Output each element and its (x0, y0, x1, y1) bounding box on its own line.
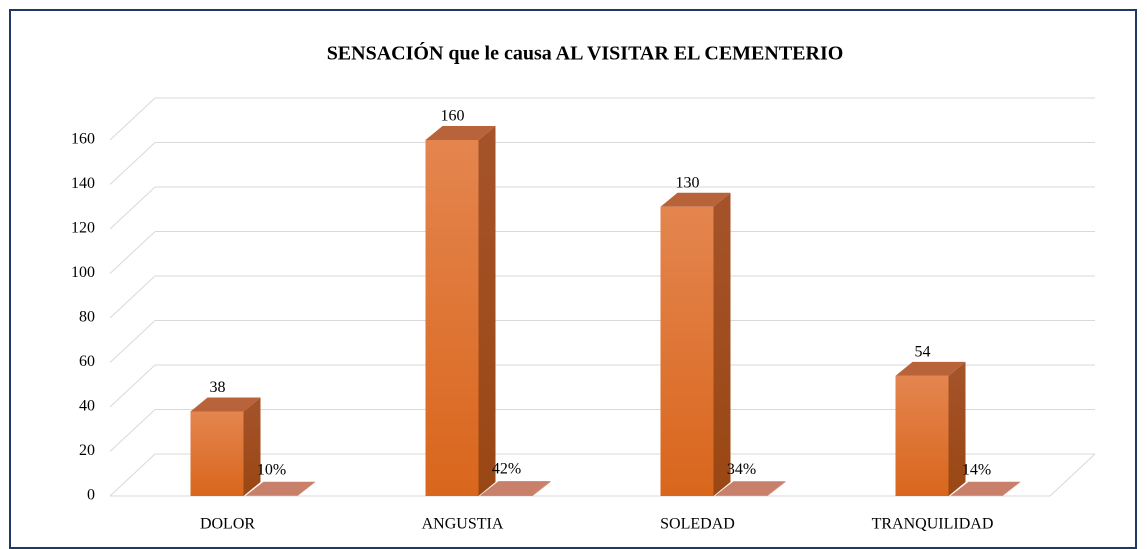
value-label: 34% (727, 461, 756, 478)
bar (480, 495, 533, 496)
value-label: 14% (962, 461, 991, 478)
bar-top (425, 126, 496, 140)
value-label: 38 (210, 379, 226, 396)
grid-line-side (109, 320, 156, 363)
bar-top (715, 481, 786, 496)
bar-top (245, 481, 316, 496)
bar-top (660, 192, 731, 207)
grid-line-side (109, 453, 156, 497)
bar-side (478, 126, 496, 496)
value-label: 160 (441, 108, 465, 125)
y-tick-label: 160 (71, 131, 95, 148)
grid-line-side (109, 275, 156, 319)
x-tick-label: TRANQUILIDAD (872, 516, 994, 533)
x-tick-label: DOLOR (200, 516, 255, 533)
bar (190, 411, 244, 496)
y-tick-label: 100 (71, 264, 95, 281)
y-tick-label: 60 (79, 353, 95, 370)
grid-line-side (109, 364, 156, 408)
grid-line-side (109, 142, 156, 185)
grid-line-side (109, 231, 156, 274)
bar-side (767, 481, 786, 496)
x-tick-label: SOLEDAD (660, 516, 735, 533)
bar-side (948, 361, 966, 496)
bar (660, 206, 714, 496)
x-tick-label: ANGUSTIA (422, 516, 504, 533)
bar-side (713, 192, 731, 496)
grid-line-side (109, 409, 156, 452)
value-label: 130 (676, 174, 700, 191)
chart-title: SENSACIÓN que le causa AL VISITAR EL CEM… (327, 41, 844, 65)
bar-side (1002, 481, 1021, 496)
bar-side (532, 481, 551, 496)
bar-side (243, 397, 261, 496)
value-label: 42% (492, 461, 521, 478)
bar-top (895, 361, 966, 376)
bar (425, 140, 479, 496)
bar (895, 375, 949, 496)
floor-edge-right (1049, 453, 1096, 497)
value-label: 54 (915, 344, 931, 361)
grid-line-side (109, 97, 156, 141)
y-tick-label: 20 (79, 442, 95, 459)
y-tick-label: 40 (79, 398, 95, 415)
y-tick-label: 80 (79, 309, 95, 326)
y-tick-label: 140 (71, 175, 95, 192)
y-tick-label: 120 (71, 220, 95, 237)
bar-top (190, 397, 261, 412)
y-tick-label: 0 (87, 487, 95, 504)
bar-side (297, 481, 316, 496)
bar-top (950, 481, 1021, 496)
bar-top (480, 481, 551, 496)
grid-line-side (109, 186, 156, 230)
bar (715, 495, 768, 496)
value-label: 10% (257, 461, 286, 478)
